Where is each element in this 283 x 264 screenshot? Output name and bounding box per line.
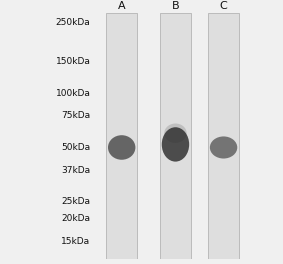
Text: B: B bbox=[172, 1, 179, 11]
FancyBboxPatch shape bbox=[106, 13, 137, 259]
Text: 37kDa: 37kDa bbox=[61, 167, 91, 176]
Text: 250kDa: 250kDa bbox=[56, 17, 91, 27]
Text: 20kDa: 20kDa bbox=[62, 214, 91, 223]
Ellipse shape bbox=[164, 124, 187, 143]
Text: 75kDa: 75kDa bbox=[61, 111, 91, 120]
Text: 150kDa: 150kDa bbox=[56, 57, 91, 66]
Text: C: C bbox=[220, 1, 228, 11]
Text: A: A bbox=[118, 1, 125, 11]
Text: 15kDa: 15kDa bbox=[61, 237, 91, 246]
FancyBboxPatch shape bbox=[208, 13, 239, 259]
Text: 100kDa: 100kDa bbox=[56, 89, 91, 98]
FancyBboxPatch shape bbox=[160, 13, 191, 259]
Text: 50kDa: 50kDa bbox=[61, 143, 91, 152]
Ellipse shape bbox=[162, 127, 189, 162]
Ellipse shape bbox=[210, 136, 237, 158]
Ellipse shape bbox=[108, 135, 135, 160]
Text: 25kDa: 25kDa bbox=[62, 197, 91, 206]
